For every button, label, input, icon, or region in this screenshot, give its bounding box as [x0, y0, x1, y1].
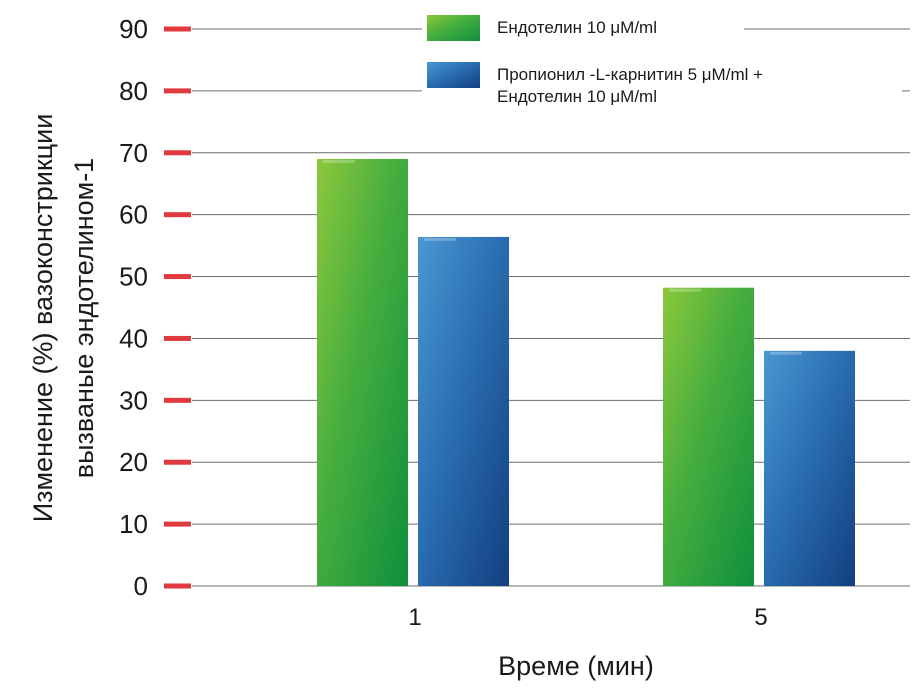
- bar-highlight: [770, 351, 802, 355]
- y-tick-label: 20: [119, 447, 148, 477]
- legend-bg: [422, 54, 902, 114]
- bar-propionyl-carnitine: [418, 236, 509, 587]
- y-tick-mark: [164, 521, 191, 527]
- y-tick-mark: [164, 88, 191, 94]
- y-tick-label: 30: [119, 385, 148, 415]
- y-axis-title-line: вызваные эндотелином-1: [69, 158, 99, 478]
- legend-label: Пропионил -L-карнитин 5 μM/ml +: [497, 65, 763, 84]
- y-axis-title-line: Изменение (%) вазоконстрикции: [28, 114, 58, 523]
- y-tick-mark: [164, 212, 191, 218]
- y-axis-title: Изменение (%) вазоконстрикции вызваные эн…: [28, 114, 99, 523]
- bar-propionyl-carnitine: [764, 350, 855, 586]
- legend: Ендотелин 10 μM/ml Пропионил -L-карнитин …: [422, 8, 902, 114]
- x-tick-label: 1: [408, 604, 421, 631]
- bars: [317, 158, 855, 587]
- legend-swatch-propionyl-carnitine: [427, 62, 480, 88]
- y-tick-mark: [164, 274, 191, 280]
- y-tick-label: 40: [119, 323, 148, 353]
- y-tick-label: 90: [119, 14, 148, 44]
- y-tick-mark: [164, 335, 191, 341]
- y-tick-label: 50: [119, 262, 148, 292]
- x-axis-title: Време (мин): [498, 651, 654, 681]
- y-tick-label: 0: [134, 571, 148, 601]
- legend-label: Ендотелин 10 μM/ml: [497, 18, 657, 37]
- y-tick-mark: [164, 397, 191, 403]
- bar-highlight: [424, 237, 456, 241]
- y-tick-mark: [164, 459, 191, 465]
- y-tick-mark: [164, 583, 191, 589]
- bar-highlight: [323, 159, 355, 163]
- y-tick-label: 60: [119, 200, 148, 230]
- y-tick-label: 70: [119, 138, 148, 168]
- x-tick-label: 5: [754, 604, 767, 631]
- y-tick-mark: [164, 26, 191, 32]
- bar-endothelin: [663, 287, 754, 586]
- y-axis: 0 10 20 30 40 50 60 70 80 90: [119, 14, 191, 601]
- bar-highlight: [669, 288, 701, 292]
- y-tick-mark: [164, 150, 191, 156]
- legend-swatch-endothelin: [427, 15, 480, 41]
- legend-label: Ендотелин 10 μM/ml: [497, 87, 657, 106]
- y-tick-label: 80: [119, 76, 148, 106]
- bar-endothelin: [317, 158, 408, 586]
- y-tick-label: 10: [119, 509, 148, 539]
